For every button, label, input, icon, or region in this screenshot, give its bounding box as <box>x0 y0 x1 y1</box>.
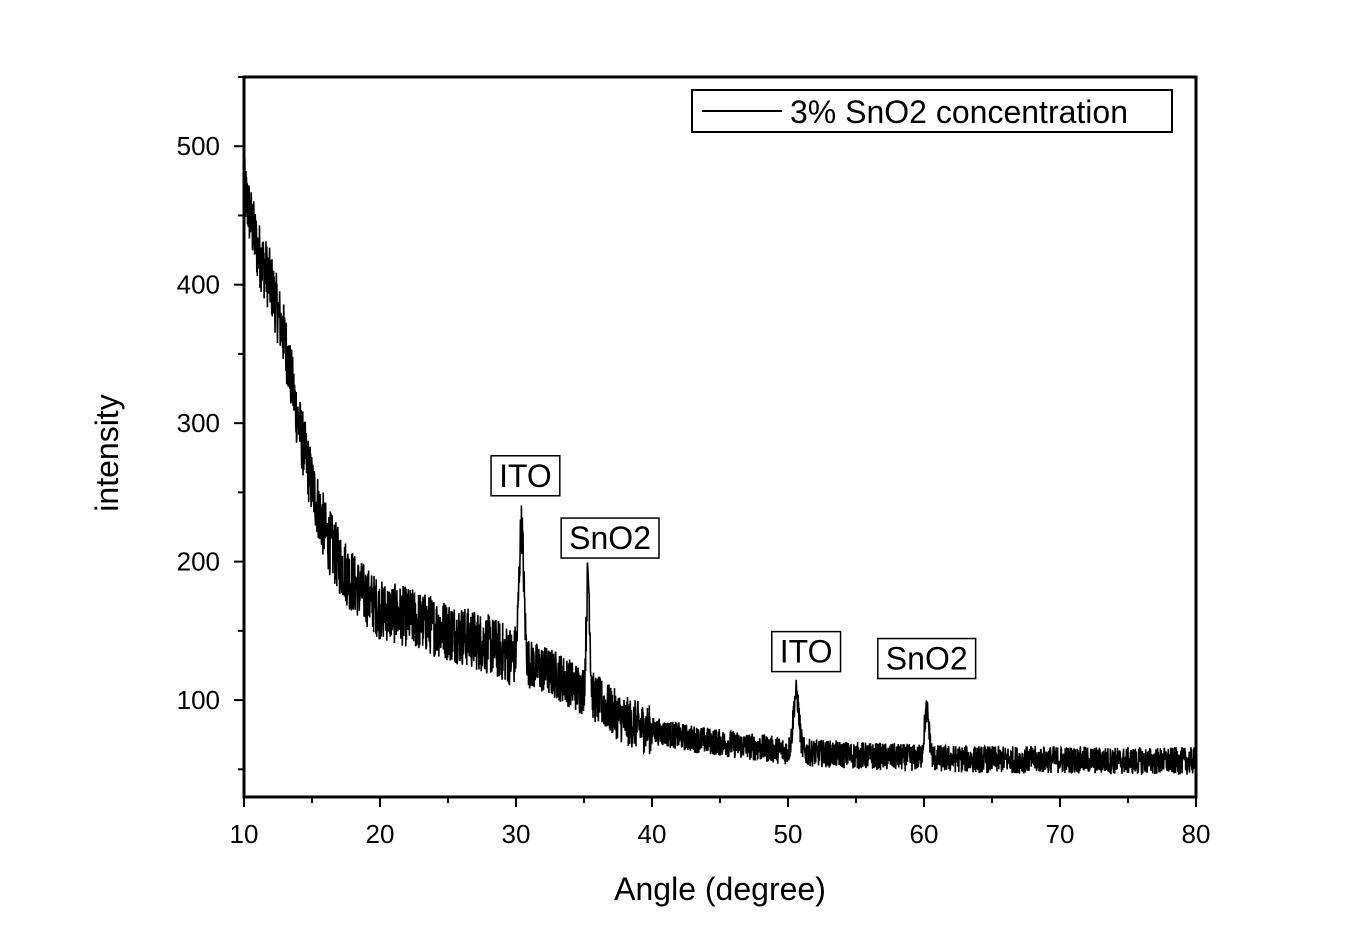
y-tick-label: 400 <box>177 270 220 300</box>
x-tick-label: 50 <box>774 819 803 849</box>
x-tick-label: 80 <box>1182 819 1211 849</box>
peak-annotation-label: SnO2 <box>886 641 968 677</box>
peak-annotation: SnO2 <box>560 517 660 559</box>
y-axis: 100 200 300 400 500 <box>177 76 244 771</box>
legend-label: 3% SnO2 concentration <box>790 94 1128 130</box>
y-axis-title: intensity <box>89 394 125 511</box>
x-tick-label: 60 <box>910 819 939 849</box>
y-tick-label: 500 <box>177 131 220 161</box>
peak-annotation: ITO <box>771 630 842 673</box>
peak-annotation: ITO <box>490 455 561 497</box>
y-tick-label: 100 <box>177 685 220 715</box>
peak-annotation-label: SnO2 <box>569 520 651 556</box>
legend: 3% SnO2 concentration <box>691 89 1173 133</box>
peak-annotation: SnO2 <box>877 637 977 680</box>
peak-annotation-label: ITO <box>780 634 833 670</box>
peak-annotation-box <box>771 630 842 673</box>
x-tick-label: 10 <box>230 819 259 849</box>
x-axis: 10 20 30 40 50 60 70 80 <box>230 797 1211 849</box>
peak-annotation-box <box>877 637 977 680</box>
x-tick-label: 20 <box>366 819 395 849</box>
plot-area <box>243 158 1197 775</box>
peak-annotations: ITO SnO2 ITO SnO2 <box>490 455 977 680</box>
x-axis-title: Angle (degree) <box>614 871 826 907</box>
peak-annotation-label: ITO <box>499 458 552 494</box>
x-tick-label: 40 <box>638 819 667 849</box>
peak-annotation-box <box>560 517 660 559</box>
peak-annotation-box <box>490 455 561 497</box>
y-tick-label: 200 <box>177 547 220 577</box>
series-line <box>243 158 1197 775</box>
y-tick-label: 300 <box>177 408 220 438</box>
plot-frame <box>242 75 1198 799</box>
x-tick-label: 30 <box>502 819 531 849</box>
x-tick-label: 70 <box>1046 819 1075 849</box>
